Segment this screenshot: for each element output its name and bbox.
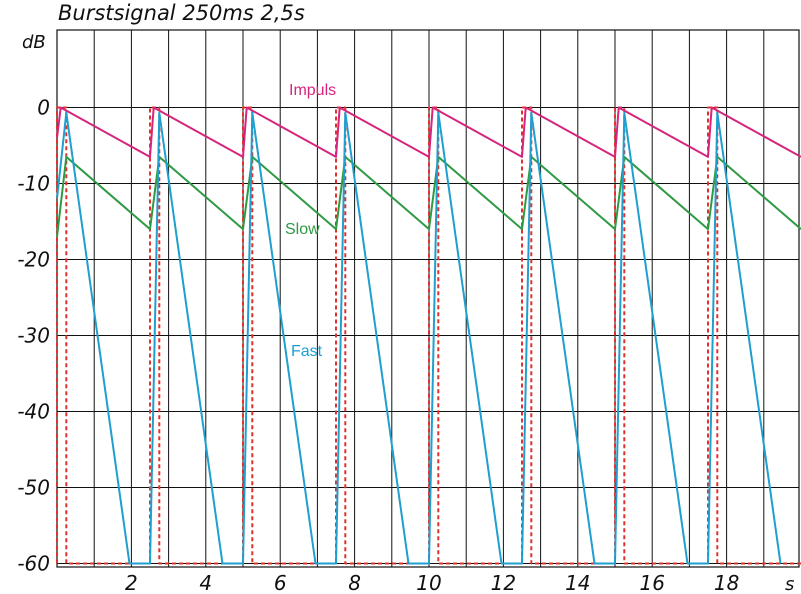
y-tick--30: -30 (17, 324, 50, 348)
plot-area (56, 29, 800, 568)
y-tick-0: 0 (37, 96, 50, 120)
series-line-slow (56, 155, 801, 237)
y-tick--40: -40 (17, 400, 50, 424)
y-tick--60: -60 (17, 552, 50, 576)
x-axis-label: s (785, 574, 794, 594)
x-tick-4: 4 (199, 571, 212, 594)
y-tick--20: -20 (17, 248, 50, 272)
y-tick-labels: 0 -10 -20 -30 -40 -50 -60 (17, 96, 50, 576)
x-tick-18: 18 (714, 571, 739, 594)
series-line-fast (56, 111, 782, 565)
series-label-impuls: Impuls (289, 82, 336, 99)
x-tick-8: 8 (348, 571, 361, 594)
series-label-slow: Slow (285, 221, 320, 238)
y-axis-label: dB (22, 32, 46, 53)
y-tick--10: -10 (17, 172, 50, 196)
y-tick--50: -50 (17, 476, 50, 500)
series-group (56, 106, 801, 565)
x-tick-6: 6 (274, 571, 287, 594)
series-line-impuls (56, 106, 801, 158)
x-tick-10: 10 (416, 571, 441, 594)
chart-title: Burstsignal 250ms 2,5s (58, 1, 305, 25)
x-tick-labels: 2 4 6 8 10 12 14 16 18 (125, 571, 739, 594)
x-tick-2: 2 (125, 571, 138, 594)
x-tick-12: 12 (491, 571, 516, 594)
x-tick-14: 14 (565, 571, 590, 594)
series-label-fast: Fast (291, 343, 323, 360)
x-tick-16: 16 (639, 571, 664, 594)
